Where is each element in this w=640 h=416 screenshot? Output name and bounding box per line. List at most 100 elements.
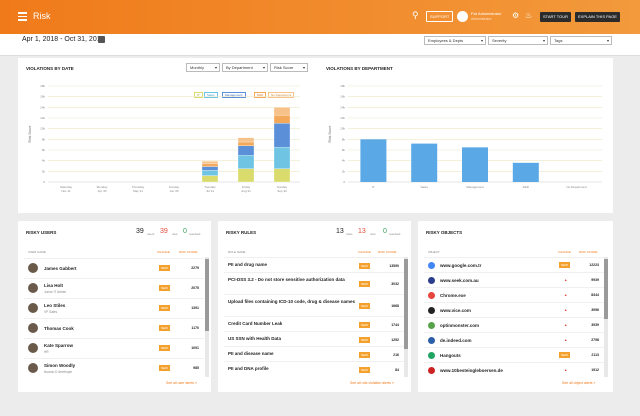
rule-name[interactable]: PII and disease name xyxy=(228,351,274,356)
filter-label: Tags xyxy=(554,38,563,43)
user-name[interactable]: Leo Stiles xyxy=(44,303,66,308)
start-tour-button[interactable]: START TOUR xyxy=(540,12,571,22)
filter-tags[interactable]: Tags ▾ xyxy=(550,36,612,45)
gear-icon[interactable]: ⚙ xyxy=(512,11,520,20)
rule-row[interactable]: PII and disease name NEW 216 xyxy=(224,346,404,361)
legend-no-department[interactable]: No Department xyxy=(268,92,295,98)
legend-management[interactable]: Management xyxy=(222,92,246,98)
bar-segment[interactable] xyxy=(273,147,291,169)
user-name[interactable]: Simon Woodly xyxy=(44,363,76,368)
rule-name[interactable]: PCI-DSS 3.2 - Do not store sensitive aut… xyxy=(228,277,345,282)
explain-page-button[interactable]: EXPLAIN THIS PAGE xyxy=(575,12,620,22)
rules-new-label: new xyxy=(370,232,376,236)
date-range[interactable]: Apr 1, 2018 - Oct 31, 2018 xyxy=(22,36,105,43)
legend-sales[interactable]: Sales xyxy=(204,92,218,98)
rule-row[interactable]: PII and DNA profile NEW 84 xyxy=(224,361,404,376)
col-risk-score[interactable]: RISK SCORE xyxy=(579,250,598,254)
calendar-icon[interactable] xyxy=(98,36,105,43)
rule-row[interactable]: PII and drug name NEW 13590 xyxy=(224,257,404,272)
col-change[interactable]: CHANGE xyxy=(157,250,170,254)
user-name[interactable]: Pat Administrator xyxy=(471,11,502,16)
object-name[interactable]: Hangouts xyxy=(440,353,461,358)
see-all-users-link[interactable]: See all user alerts » xyxy=(166,381,197,385)
col-change[interactable]: CHANGE xyxy=(558,250,571,254)
bar-segment[interactable] xyxy=(273,123,291,148)
bar-segment[interactable] xyxy=(237,155,255,169)
user-row[interactable]: Thomas Cook NEW 1170 xyxy=(24,318,204,338)
rules-scrollbar[interactable] xyxy=(404,257,408,377)
object-row[interactable]: www.google.com.tr NEW 12223 xyxy=(424,257,604,272)
user-row[interactable]: James Gabbert NEW 2279 xyxy=(24,258,204,278)
grouping-select[interactable]: By Department ▾ xyxy=(222,63,268,72)
object-name[interactable]: de.indeed.com xyxy=(440,338,472,343)
rule-name[interactable]: PII and DNA profile xyxy=(228,366,269,371)
filter-employees-depts[interactable]: Employees & Depts ▾ xyxy=(424,36,486,45)
rule-name[interactable]: PII and drug name xyxy=(228,262,268,267)
col-change[interactable]: CHANGE xyxy=(358,250,371,254)
object-row[interactable]: de.indeed.com ▲ 2798 xyxy=(424,332,604,347)
see-all-objects-link[interactable]: See all object alerts » xyxy=(562,381,596,385)
rule-row[interactable]: Credit Card Number Leak NEW 1744 xyxy=(224,316,404,331)
object-name[interactable]: optinmonster.com xyxy=(440,323,480,328)
rule-name[interactable]: Credit Card Number Leak xyxy=(228,321,283,326)
bar-segment[interactable] xyxy=(237,141,255,146)
users-scrollbar[interactable] xyxy=(205,257,209,377)
user-row[interactable]: Kate Sparrow HR NEW 1091 xyxy=(24,338,204,358)
rule-name[interactable]: Upload files containing ICD-10 code, dru… xyxy=(228,299,356,304)
user-name[interactable]: James Gabbert xyxy=(44,266,77,271)
bar[interactable] xyxy=(512,162,539,182)
support-button[interactable]: SUPPORT xyxy=(426,11,454,22)
user-name[interactable]: Thomas Cook xyxy=(44,326,74,331)
object-row[interactable]: www.vice.com ▲ 3996 xyxy=(424,302,604,317)
risk-score: 3939 xyxy=(591,323,599,327)
rule-row[interactable]: Upload files containing ICD-10 code, dru… xyxy=(224,294,404,316)
bar-segment[interactable] xyxy=(201,166,219,171)
bar-segment[interactable] xyxy=(201,163,219,167)
object-row[interactable]: optinmonster.com ▲ 3939 xyxy=(424,317,604,332)
interval-select[interactable]: Monthly ▾ xyxy=(186,63,220,72)
bar[interactable] xyxy=(462,147,488,182)
col-risk-score[interactable]: RISK SCORE xyxy=(179,250,198,254)
bar[interactable] xyxy=(411,143,438,182)
bar-segment[interactable] xyxy=(237,168,255,183)
object-name[interactable]: www.google.com.tr xyxy=(440,263,482,268)
objects-scrollbar[interactable] xyxy=(604,257,608,377)
bar[interactable] xyxy=(360,139,387,182)
bar-segment[interactable] xyxy=(273,168,291,183)
bar-segment[interactable] xyxy=(201,175,219,183)
legend-rnd[interactable]: R&D xyxy=(254,92,267,98)
object-row[interactable]: Chrome.exe ▲ 8344 xyxy=(424,287,604,302)
rule-row[interactable]: US SSN with Health Data NEW 1252 xyxy=(224,331,404,346)
user-avatar[interactable] xyxy=(457,11,468,22)
rule-row[interactable]: PCI-DSS 3.2 - Do not store sensitive aut… xyxy=(224,272,404,294)
bar-segment[interactable] xyxy=(273,107,291,116)
object-name[interactable]: www.vice.com xyxy=(440,308,471,313)
object-row[interactable]: www.10besteingleboersen.de ▲ 1912 xyxy=(424,362,604,377)
see-all-rules-link[interactable]: See all rule violation alerts » xyxy=(350,381,394,385)
object-row[interactable]: Hangouts NEW 2113 xyxy=(424,347,604,362)
col-risk-score[interactable]: RISK SCORE xyxy=(378,250,397,254)
filter-severity[interactable]: Severity ▾ xyxy=(488,36,548,45)
bar-segment[interactable] xyxy=(273,115,291,124)
object-row[interactable]: www.seek.com.au ▲ 9939 xyxy=(424,272,604,287)
user-row[interactable]: Leo Stiles VP Sales NEW 1391 xyxy=(24,298,204,318)
object-name[interactable]: Chrome.exe xyxy=(440,293,466,298)
user-row[interactable]: Lisa Holt Junior IT Admin NEW 2075 xyxy=(24,278,204,298)
search-icon[interactable]: ⚲ xyxy=(412,10,419,20)
object-name[interactable]: www.seek.com.au xyxy=(440,278,479,283)
bar-segment[interactable] xyxy=(201,170,219,176)
bar-segment[interactable] xyxy=(201,161,219,165)
bar-segment[interactable] xyxy=(237,145,255,156)
user-name[interactable]: Kate Sparrow xyxy=(44,343,74,348)
legend-it[interactable]: IT xyxy=(194,92,203,98)
user-name[interactable]: Lisa Holt xyxy=(44,283,64,288)
risk-score: 8344 xyxy=(591,293,599,297)
bar-segment[interactable] xyxy=(237,137,255,143)
rule-name[interactable]: US SSN with Health Data xyxy=(228,336,282,341)
rules-resolved-count: 0 xyxy=(383,228,387,235)
user-row[interactable]: Simon Woodly Nuamo D developer NEW 985 xyxy=(24,358,204,378)
object-name[interactable]: www.10besteingleboersen.de xyxy=(440,368,503,373)
metric-select[interactable]: Risk Score ▾ xyxy=(270,63,308,72)
menu-icon[interactable] xyxy=(18,12,27,21)
bell-icon[interactable]: ♨ xyxy=(525,11,533,20)
